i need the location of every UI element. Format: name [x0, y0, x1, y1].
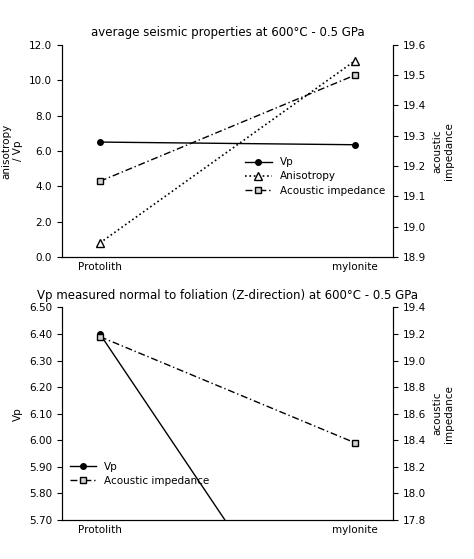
- Legend: Vp, Anisotropy, Acoustic impedance: Vp, Anisotropy, Acoustic impedance: [242, 154, 388, 198]
- Line: Acoustic impedance: Acoustic impedance: [96, 333, 359, 446]
- Acoustic impedance: [97, 333, 103, 340]
- Line: Vp: Vp: [97, 139, 358, 148]
- Legend: Vp, Acoustic impedance: Vp, Acoustic impedance: [67, 459, 213, 489]
- Acoustic impedance: [97, 178, 103, 184]
- Vp: [97, 139, 103, 145]
- Y-axis label: acoustic
impedance: acoustic impedance: [432, 122, 454, 180]
- Y-axis label: acoustic
impedance: acoustic impedance: [432, 385, 454, 443]
- Acoustic impedance: [352, 439, 358, 446]
- Title: Vp measured normal to foliation (Z-direction) at 600°C - 0.5 GPa: Vp measured normal to foliation (Z-direc…: [37, 289, 418, 302]
- Y-axis label: anisotropy
/ Vp: anisotropy / Vp: [1, 124, 23, 178]
- Acoustic impedance: [352, 72, 358, 78]
- Line: Acoustic impedance: Acoustic impedance: [96, 72, 359, 184]
- Y-axis label: Vp: Vp: [13, 407, 23, 420]
- Vp: [352, 141, 358, 148]
- Title: average seismic properties at 600°C - 0.5 GPa: average seismic properties at 600°C - 0.…: [91, 26, 365, 39]
